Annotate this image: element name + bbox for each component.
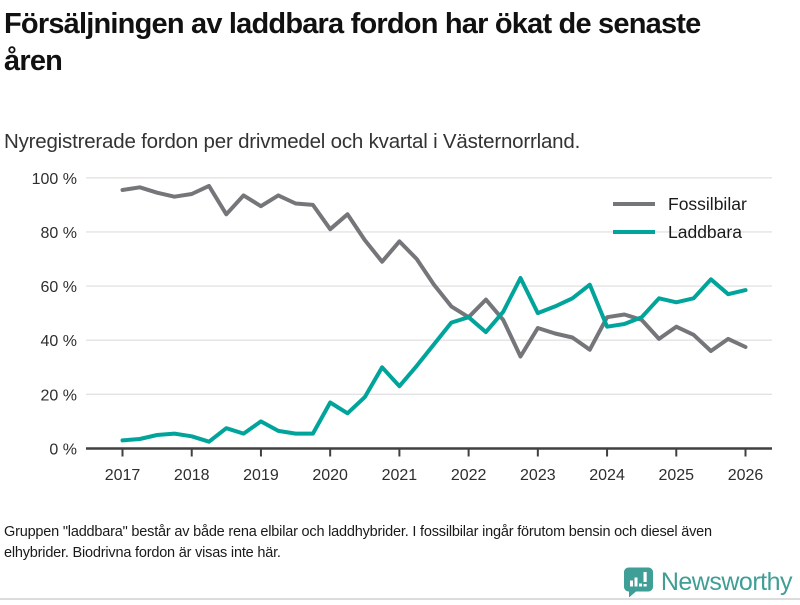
x-tick-label: 2024 xyxy=(589,467,625,484)
y-tick-label: 40 % xyxy=(41,333,77,350)
chart-subtitle: Nyregistrerade fordon per drivmedel och … xyxy=(4,130,581,153)
brand-name: Newsworthy xyxy=(660,567,793,596)
x-tick-label: 2018 xyxy=(174,467,210,484)
page-title: Försäljningen av laddbara fordon har öka… xyxy=(4,8,701,77)
y-tick-label: 0 % xyxy=(49,442,77,459)
y-tick-label: 20 % xyxy=(41,387,77,404)
x-tick-label: 2022 xyxy=(451,467,487,484)
x-tick-label: 2021 xyxy=(382,467,418,484)
newsworthy-logo-icon xyxy=(623,566,654,598)
series-line-fossilbilar xyxy=(120,183,748,359)
brand-lockup: Newsworthy xyxy=(623,566,793,598)
x-tick-label: 2020 xyxy=(312,467,348,484)
x-tick-label: 2017 xyxy=(105,467,141,484)
x-tick-label: 2026 xyxy=(728,467,764,484)
y-tick-label: 100 % xyxy=(32,171,77,188)
series-line-laddbara xyxy=(120,276,748,444)
y-tick-label: 80 % xyxy=(41,225,77,242)
x-tick-label: 2025 xyxy=(658,467,694,484)
x-tick-label: 2023 xyxy=(520,467,556,484)
legend-label-fossilbilar: Fossilbilar xyxy=(668,194,747,214)
bottom-divider xyxy=(0,598,800,600)
legend-label-laddbara: Laddbara xyxy=(668,222,742,242)
chart-footnote: Gruppen "laddbara" består av både rena e… xyxy=(4,524,712,561)
x-tick-label: 2019 xyxy=(243,467,279,484)
y-tick-label: 60 % xyxy=(41,279,77,296)
